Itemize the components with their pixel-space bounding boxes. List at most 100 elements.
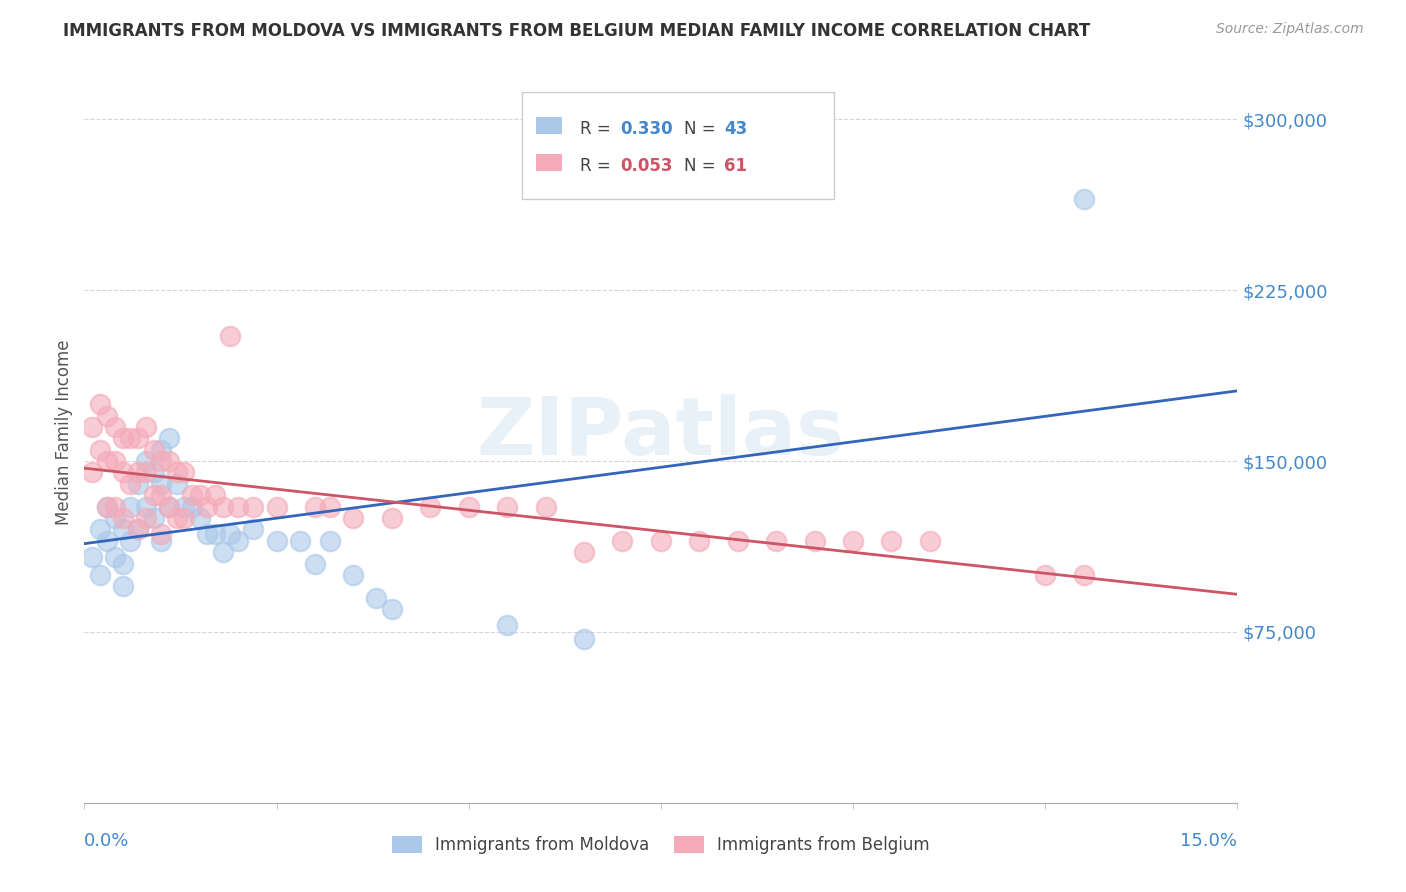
Point [166,476,188,491]
Text: N =: N = [683,120,721,138]
Point [211,545,233,559]
Point [142,488,165,502]
Point [419,500,441,514]
Text: Source: ZipAtlas.com: Source: ZipAtlas.com [1216,22,1364,37]
Point [104,511,127,525]
Point [135,454,157,468]
Point [89,568,111,582]
Point [496,618,519,632]
Point [142,466,165,480]
Point [204,488,226,502]
Point [188,488,211,502]
Point [1073,192,1095,206]
Point [242,523,264,537]
Point [127,523,149,537]
Point [104,549,127,564]
Point [342,511,364,525]
Point [104,454,127,468]
Point [181,500,204,514]
Point [572,545,595,559]
Point [342,568,364,582]
Point [127,476,149,491]
Text: 0.330: 0.330 [620,120,673,138]
Text: 15.0%: 15.0% [1180,832,1237,850]
Point [266,533,288,548]
Point [765,533,787,548]
Text: IMMIGRANTS FROM MOLDOVA VS IMMIGRANTS FROM BELGIUM MEDIAN FAMILY INCOME CORRELAT: IMMIGRANTS FROM MOLDOVA VS IMMIGRANTS FR… [63,22,1091,40]
Point [111,557,134,571]
Point [496,500,519,514]
Point [612,533,634,548]
Point [135,466,157,480]
Point [127,466,149,480]
Point [211,500,233,514]
Text: N =: N = [683,157,721,175]
Point [135,420,157,434]
Point [219,328,242,343]
Point [150,533,173,548]
Point [120,500,142,514]
Text: 61: 61 [724,157,747,175]
Point [319,500,342,514]
Point [111,466,134,480]
Text: R =: R = [581,120,616,138]
Point [727,533,749,548]
Point [142,511,165,525]
Point [111,431,134,445]
Point [150,488,173,502]
Point [80,420,103,434]
Point [572,632,595,646]
Point [127,523,149,537]
Point [304,500,326,514]
Point [96,500,118,514]
FancyBboxPatch shape [536,154,561,170]
Point [173,500,195,514]
Point [157,500,180,514]
Point [104,500,127,514]
Point [288,533,311,548]
Text: R =: R = [581,157,616,175]
Point [111,579,134,593]
Point [111,511,134,525]
Point [188,511,211,525]
Point [89,397,111,411]
Point [842,533,865,548]
Text: ZIPatlas: ZIPatlas [477,393,845,472]
Legend: Immigrants from Moldova, Immigrants from Belgium: Immigrants from Moldova, Immigrants from… [385,830,936,861]
Y-axis label: Median Family Income: Median Family Income [55,340,73,525]
Point [195,527,218,541]
Point [89,442,111,457]
Point [120,431,142,445]
Point [80,466,103,480]
Point [688,533,710,548]
Point [381,602,404,616]
Point [173,466,195,480]
Point [96,500,118,514]
Point [204,527,226,541]
Point [120,533,142,548]
Point [166,466,188,480]
Point [266,500,288,514]
Point [381,511,404,525]
Point [181,488,204,502]
Point [226,500,249,514]
Text: 0.053: 0.053 [620,157,673,175]
Point [157,500,180,514]
Point [1073,568,1095,582]
Text: 43: 43 [724,120,748,138]
Point [1033,568,1056,582]
Text: 0.0%: 0.0% [84,832,129,850]
Point [304,557,326,571]
Point [142,442,165,457]
Point [96,409,118,423]
Point [534,500,557,514]
Point [195,500,218,514]
Point [242,500,264,514]
Point [157,431,180,445]
Point [880,533,903,548]
Point [319,533,342,548]
Point [219,527,242,541]
Point [120,476,142,491]
Point [150,476,173,491]
Point [157,454,180,468]
